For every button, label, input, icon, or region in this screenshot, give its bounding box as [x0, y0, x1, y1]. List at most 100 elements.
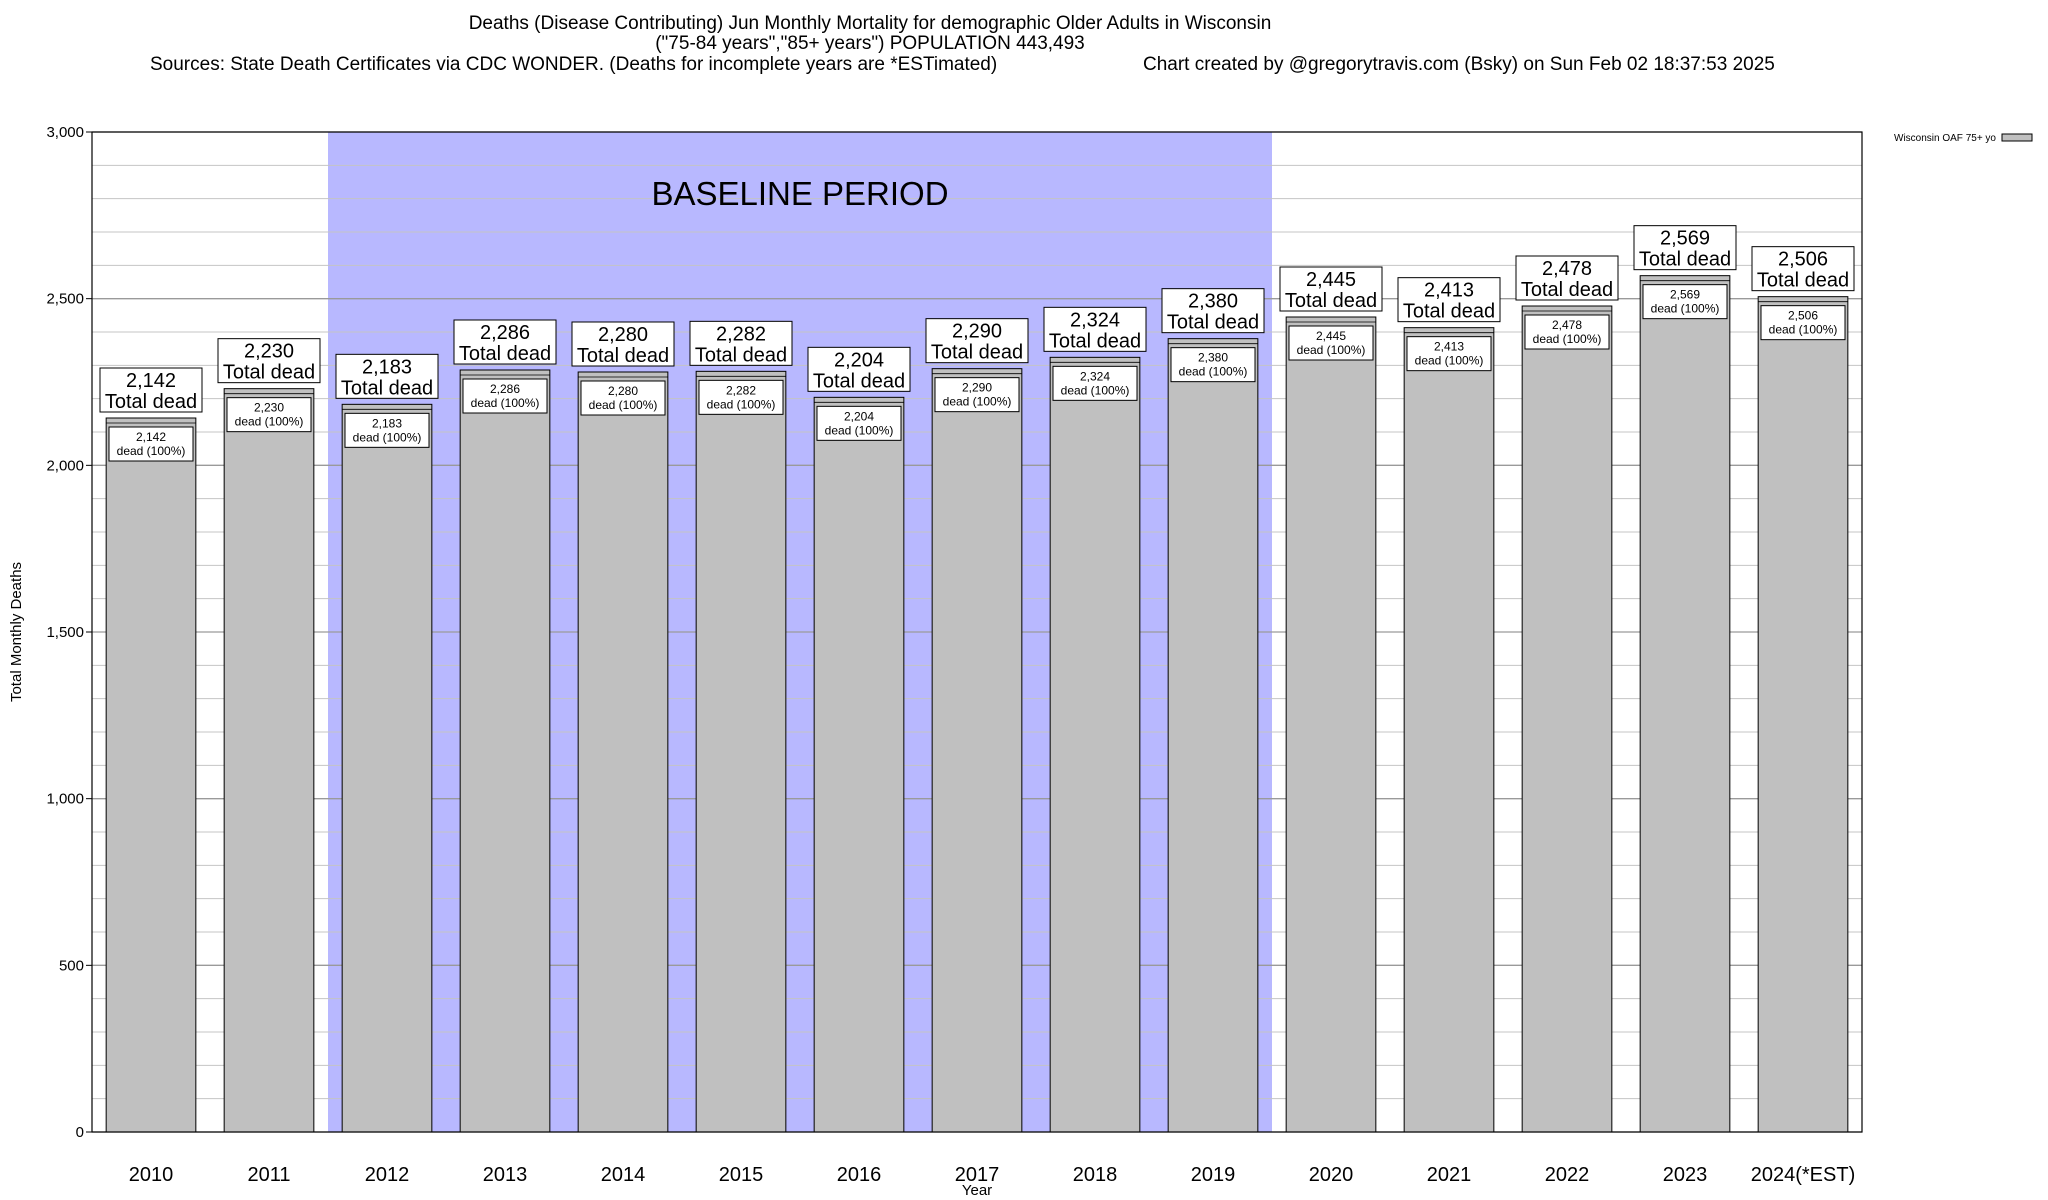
chart-credit: Chart created by @gregorytravis.com (Bsk…	[1143, 54, 1775, 75]
inner-label-box	[1288, 325, 1374, 361]
top-total-label: Total dead	[223, 362, 315, 384]
x-axis-title: Year	[962, 1182, 992, 1199]
inner-percent-label: dead (100%)	[117, 444, 186, 458]
inner-percent-label: dead (100%)	[1415, 354, 1484, 368]
inner-label-box	[816, 405, 902, 441]
inner-value-label: 2,380	[1198, 351, 1228, 365]
y-tick-label: 1,500	[46, 624, 84, 641]
inner-label-box	[1524, 314, 1610, 350]
inner-value-label: 2,230	[254, 401, 284, 415]
inner-value-label: 2,569	[1670, 288, 1700, 302]
inner-percent-label: dead (100%)	[1297, 343, 1366, 357]
inner-percent-label: dead (100%)	[353, 430, 422, 444]
inner-label-box	[1170, 347, 1256, 383]
top-value-label: 2,380	[1188, 291, 1238, 313]
x-tick-label: 2023	[1663, 1164, 1708, 1186]
inner-label-box	[226, 397, 312, 433]
bar	[341, 403, 433, 1133]
top-total-label: Total dead	[105, 391, 197, 413]
legend-label: Wisconsin OAF 75+ yo	[1894, 133, 1996, 144]
bar	[1403, 327, 1495, 1133]
legend-swatch	[2001, 133, 2033, 142]
inner-value-label: 2,445	[1316, 329, 1346, 343]
inner-label-box	[1642, 284, 1728, 320]
top-total-label: Total dead	[1167, 312, 1259, 334]
top-total-label: Total dead	[1049, 330, 1141, 352]
y-tick-label: 500	[59, 957, 84, 974]
top-value-label: 2,280	[598, 324, 648, 346]
top-label-box	[99, 367, 203, 413]
bar	[459, 369, 551, 1133]
top-value-label: 2,445	[1306, 269, 1356, 291]
top-label-box	[1043, 306, 1147, 352]
top-total-label: Total dead	[1639, 249, 1731, 271]
inner-label-box	[934, 377, 1020, 413]
x-tick-label: 2016	[837, 1164, 882, 1186]
chart-title: Deaths (Disease Contributing) Jun Monthl…	[468, 13, 1272, 34]
inner-label-box	[698, 379, 784, 415]
baseline-label: BASELINE PERIOD	[651, 175, 948, 212]
inner-label-box	[580, 380, 666, 416]
x-tick-label: 2020	[1309, 1164, 1354, 1186]
inner-label-box	[344, 412, 430, 448]
inner-percent-label: dead (100%)	[1651, 302, 1720, 316]
y-axis-title: Total Monthly Deaths	[8, 562, 25, 702]
x-tick-label: 2011	[247, 1164, 290, 1186]
x-tick-label: 2015	[719, 1164, 764, 1186]
top-value-label: 2,142	[126, 370, 176, 392]
top-label-box	[335, 353, 439, 399]
inner-label-box	[462, 378, 548, 414]
inner-value-label: 2,290	[962, 381, 992, 395]
y-tick-label: 0	[76, 1124, 84, 1141]
top-value-label: 2,478	[1542, 258, 1592, 280]
bar	[1049, 356, 1141, 1133]
inner-percent-label: dead (100%)	[471, 396, 540, 410]
bar	[931, 368, 1023, 1133]
inner-percent-label: dead (100%)	[589, 398, 658, 412]
inner-percent-label: dead (100%)	[1179, 365, 1248, 379]
top-value-label: 2,183	[362, 356, 412, 378]
x-tick-label: 2021	[1427, 1164, 1472, 1186]
top-label-box	[1397, 277, 1501, 323]
x-tick-label: 2014	[601, 1164, 646, 1186]
chart-sources: Sources: State Death Certificates via CD…	[150, 54, 998, 75]
bar	[1285, 316, 1377, 1133]
top-value-label: 2,324	[1070, 309, 1120, 331]
top-label-box	[807, 346, 911, 392]
inner-value-label: 2,286	[490, 382, 520, 396]
y-tick-label: 2,000	[46, 457, 84, 474]
top-label-box	[1751, 246, 1855, 292]
inner-percent-label: dead (100%)	[235, 415, 304, 429]
top-label-box	[925, 318, 1029, 364]
inner-value-label: 2,324	[1080, 369, 1110, 383]
bar	[577, 371, 669, 1133]
top-total-label: Total dead	[459, 343, 551, 365]
x-tick-label: 2010	[129, 1164, 174, 1186]
inner-percent-label: dead (100%)	[1769, 323, 1838, 337]
x-tick-label: 2017	[955, 1164, 1000, 1186]
top-total-label: Total dead	[1521, 279, 1613, 301]
top-value-label: 2,413	[1424, 280, 1474, 302]
x-tick-label: 2024(*EST)	[1751, 1164, 1856, 1186]
chart-header: Deaths (Disease Contributing) Jun Monthl…	[0, 14, 1740, 54]
x-tick-label: 2022	[1545, 1164, 1590, 1186]
top-label-box	[453, 319, 557, 365]
bar	[1167, 338, 1259, 1133]
inner-value-label: 2,142	[136, 430, 166, 444]
inner-value-label: 2,506	[1788, 309, 1818, 323]
x-tick-label: 2013	[483, 1164, 528, 1186]
x-tick-label: 2019	[1191, 1164, 1236, 1186]
top-label-box	[1515, 255, 1619, 301]
top-value-label: 2,286	[480, 322, 530, 344]
top-total-label: Total dead	[1757, 270, 1849, 292]
top-label-box	[1633, 225, 1737, 271]
inner-label-box	[1760, 305, 1846, 341]
inner-percent-label: dead (100%)	[1533, 332, 1602, 346]
inner-value-label: 2,478	[1552, 318, 1582, 332]
top-label-box	[571, 321, 675, 367]
inner-percent-label: dead (100%)	[707, 397, 776, 411]
top-value-label: 2,230	[244, 341, 294, 363]
top-label-box	[1279, 266, 1383, 312]
top-value-label: 2,506	[1778, 249, 1828, 271]
